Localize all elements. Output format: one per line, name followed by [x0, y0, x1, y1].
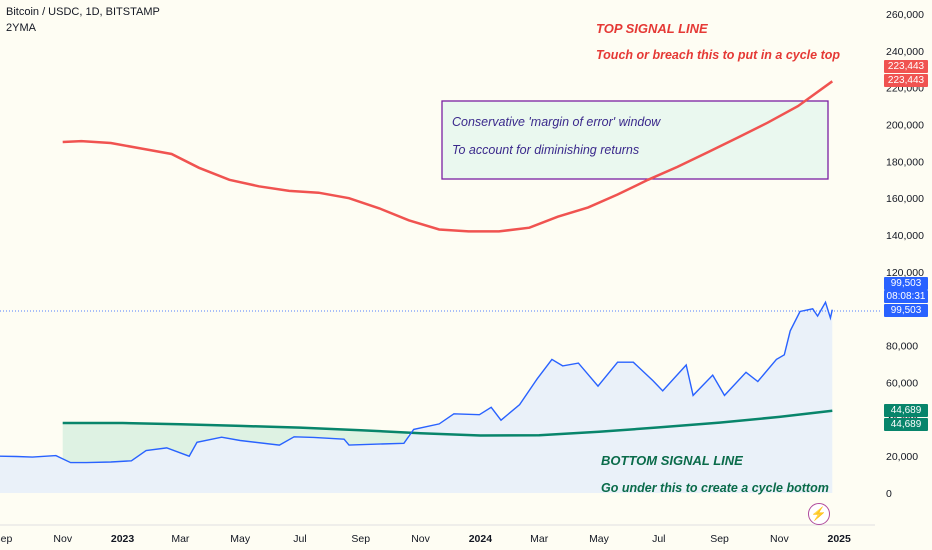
x-tick-label: Sep	[710, 533, 729, 545]
bottom-signal-title: BOTTOM SIGNAL LINE	[601, 453, 743, 468]
price-line-tag: 99,503	[884, 304, 928, 317]
margin-of-error-box	[441, 100, 829, 180]
x-tick-label: 2024	[469, 533, 493, 545]
x-tick-label: 2025	[827, 533, 851, 545]
top-signal-line	[62, 80, 834, 233]
y-tick-label: 80,000	[886, 341, 918, 353]
x-tick-label: Nov	[770, 533, 789, 545]
x-tick-label: Mar	[530, 533, 549, 545]
y-tick-label: 240,000	[886, 46, 924, 58]
chart-title: Bitcoin / USDC, 1D, BITSTAMP	[6, 6, 160, 18]
box-line-2: To account for diminishing returns	[452, 143, 640, 157]
x-tick-label: Nov	[53, 533, 72, 545]
y-tick-label: 160,000	[886, 193, 924, 205]
top-value-tag-2: 223,443	[884, 74, 928, 87]
y-tick-label: 180,000	[886, 156, 924, 168]
top-value-tag: 223,443	[884, 60, 928, 73]
bottom-signal-line	[62, 409, 833, 437]
x-tick-label: May	[589, 533, 610, 545]
y-tick-label: 20,000	[886, 451, 918, 463]
box-line-1: Conservative 'margin of error' window	[452, 115, 661, 129]
indicator-label: 2YMA	[6, 22, 36, 34]
x-tick-label: Sep	[351, 533, 370, 545]
y-tick-label: 200,000	[886, 120, 924, 132]
x-axis: Sep Nov 2023 Mar May Jul Sep Nov 2024 Mar May Jul Se…	[0, 533, 851, 545]
bottom-value-tag: 44,689	[884, 404, 928, 417]
y-tick-label: 120,000	[886, 267, 924, 279]
bottom-value-tag-2: 44,689	[884, 418, 928, 431]
x-tick-label: May	[230, 533, 251, 545]
price-tag: 99,503	[884, 277, 928, 290]
bottom-signal-subtitle: Go under this to create a cycle bottom	[601, 481, 829, 495]
x-tick-label: Nov	[411, 533, 430, 545]
price-line	[0, 300, 833, 464]
x-tick-label: Mar	[171, 533, 190, 545]
x-tick-label: Sep	[0, 533, 12, 545]
y-tick-label: 60,000	[886, 377, 918, 389]
bottom-fill	[62, 423, 408, 463]
y-tick-label: 0	[886, 488, 892, 500]
y-tick-label: 140,000	[886, 230, 924, 242]
lightning-icon[interactable]: ⚡	[808, 503, 830, 525]
top-signal-subtitle: Touch or breach this to put in a cycle t…	[596, 48, 841, 62]
top-signal-title: TOP SIGNAL LINE	[596, 21, 708, 36]
x-tick-label: Jul	[652, 533, 665, 545]
x-tick-label: 2023	[111, 533, 135, 545]
y-tick-label: 260,000	[886, 9, 924, 21]
countdown-tag: 08:08:31	[884, 290, 928, 303]
price-area	[0, 302, 833, 493]
x-tick-label: Jul	[293, 533, 306, 545]
